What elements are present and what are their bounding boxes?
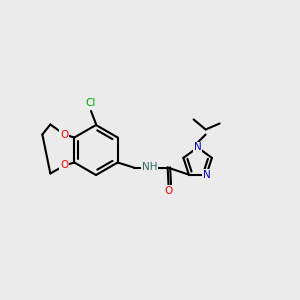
Text: Cl: Cl bbox=[86, 98, 96, 108]
Text: NH: NH bbox=[142, 163, 158, 172]
Text: N: N bbox=[194, 142, 202, 152]
Text: O: O bbox=[164, 185, 173, 196]
Text: N: N bbox=[202, 169, 210, 180]
Text: O: O bbox=[60, 160, 68, 170]
Text: O: O bbox=[60, 130, 68, 140]
